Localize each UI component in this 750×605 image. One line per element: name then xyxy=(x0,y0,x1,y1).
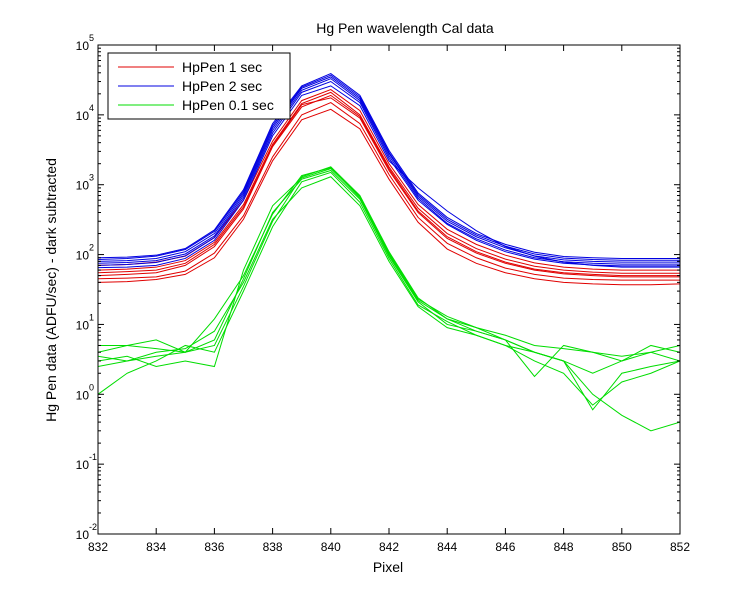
y-tick-label: 10 xyxy=(76,179,90,193)
y-tick-label: 10 xyxy=(76,109,90,123)
series-line xyxy=(98,74,680,261)
legend-label: HpPen 0.1 sec xyxy=(182,97,274,113)
series-line xyxy=(98,167,680,378)
y-tick-exponent: 5 xyxy=(89,33,94,43)
x-tick-label: 844 xyxy=(437,540,457,554)
y-tick-label: 10 xyxy=(76,528,90,542)
y-tick-label: 10 xyxy=(76,39,90,53)
x-tick-label: 850 xyxy=(612,540,632,554)
series-line xyxy=(98,78,680,265)
x-tick-label: 840 xyxy=(321,540,341,554)
series-line xyxy=(98,171,680,406)
y-tick-exponent: 4 xyxy=(89,103,94,113)
y-tick-label: 10 xyxy=(76,458,90,472)
plot-area xyxy=(98,72,680,432)
series-line xyxy=(98,97,680,278)
legend-label: HpPen 1 sec xyxy=(182,59,262,75)
y-axis-title: Hg Pen data (ADFU/sec) - dark subtracted xyxy=(43,158,59,422)
series-line xyxy=(98,76,680,263)
legend: HpPen 1 sec HpPen 2 sec HpPen 0.1 sec xyxy=(107,52,291,120)
series-line xyxy=(98,94,680,277)
series-line xyxy=(98,91,680,274)
x-tick-label: 832 xyxy=(88,540,108,554)
y-tick-label: 10 xyxy=(76,388,90,402)
x-tick-label: 852 xyxy=(670,540,690,554)
series-line xyxy=(98,85,680,269)
y-tick-label: 10 xyxy=(76,318,90,332)
x-tick-label: 848 xyxy=(554,540,574,554)
y-tick-exponent: 2 xyxy=(89,243,94,253)
series-line xyxy=(98,101,680,281)
series-line xyxy=(98,166,680,357)
y-tick-exponent: -1 xyxy=(89,452,97,462)
series-line xyxy=(98,168,680,432)
x-tick-label: 842 xyxy=(379,540,399,554)
y-tick-exponent: 1 xyxy=(89,312,94,322)
y-tick-label: 10 xyxy=(76,249,90,263)
legend-label: HpPen 2 sec xyxy=(182,78,262,94)
x-tick-label: 836 xyxy=(204,540,224,554)
y-tick-exponent: -2 xyxy=(89,522,97,532)
x-tick-label: 834 xyxy=(146,540,166,554)
y-tick-exponent: 3 xyxy=(89,173,94,183)
series-line xyxy=(98,176,680,411)
chart-title: Hg Pen wavelength Cal data xyxy=(316,20,494,36)
axes: 832 834 836 838 840 842 844 846 848 850 85210-210-… xyxy=(76,33,691,554)
series-hppen-0-1-sec xyxy=(98,166,680,432)
x-tick-label: 846 xyxy=(495,540,515,554)
x-tick-label: 838 xyxy=(263,540,283,554)
x-axis-title: Pixel xyxy=(373,559,403,575)
series-line xyxy=(98,108,680,286)
y-tick-exponent: 0 xyxy=(89,382,94,392)
series-hppen-2-sec xyxy=(98,72,680,269)
series-line xyxy=(98,72,680,259)
